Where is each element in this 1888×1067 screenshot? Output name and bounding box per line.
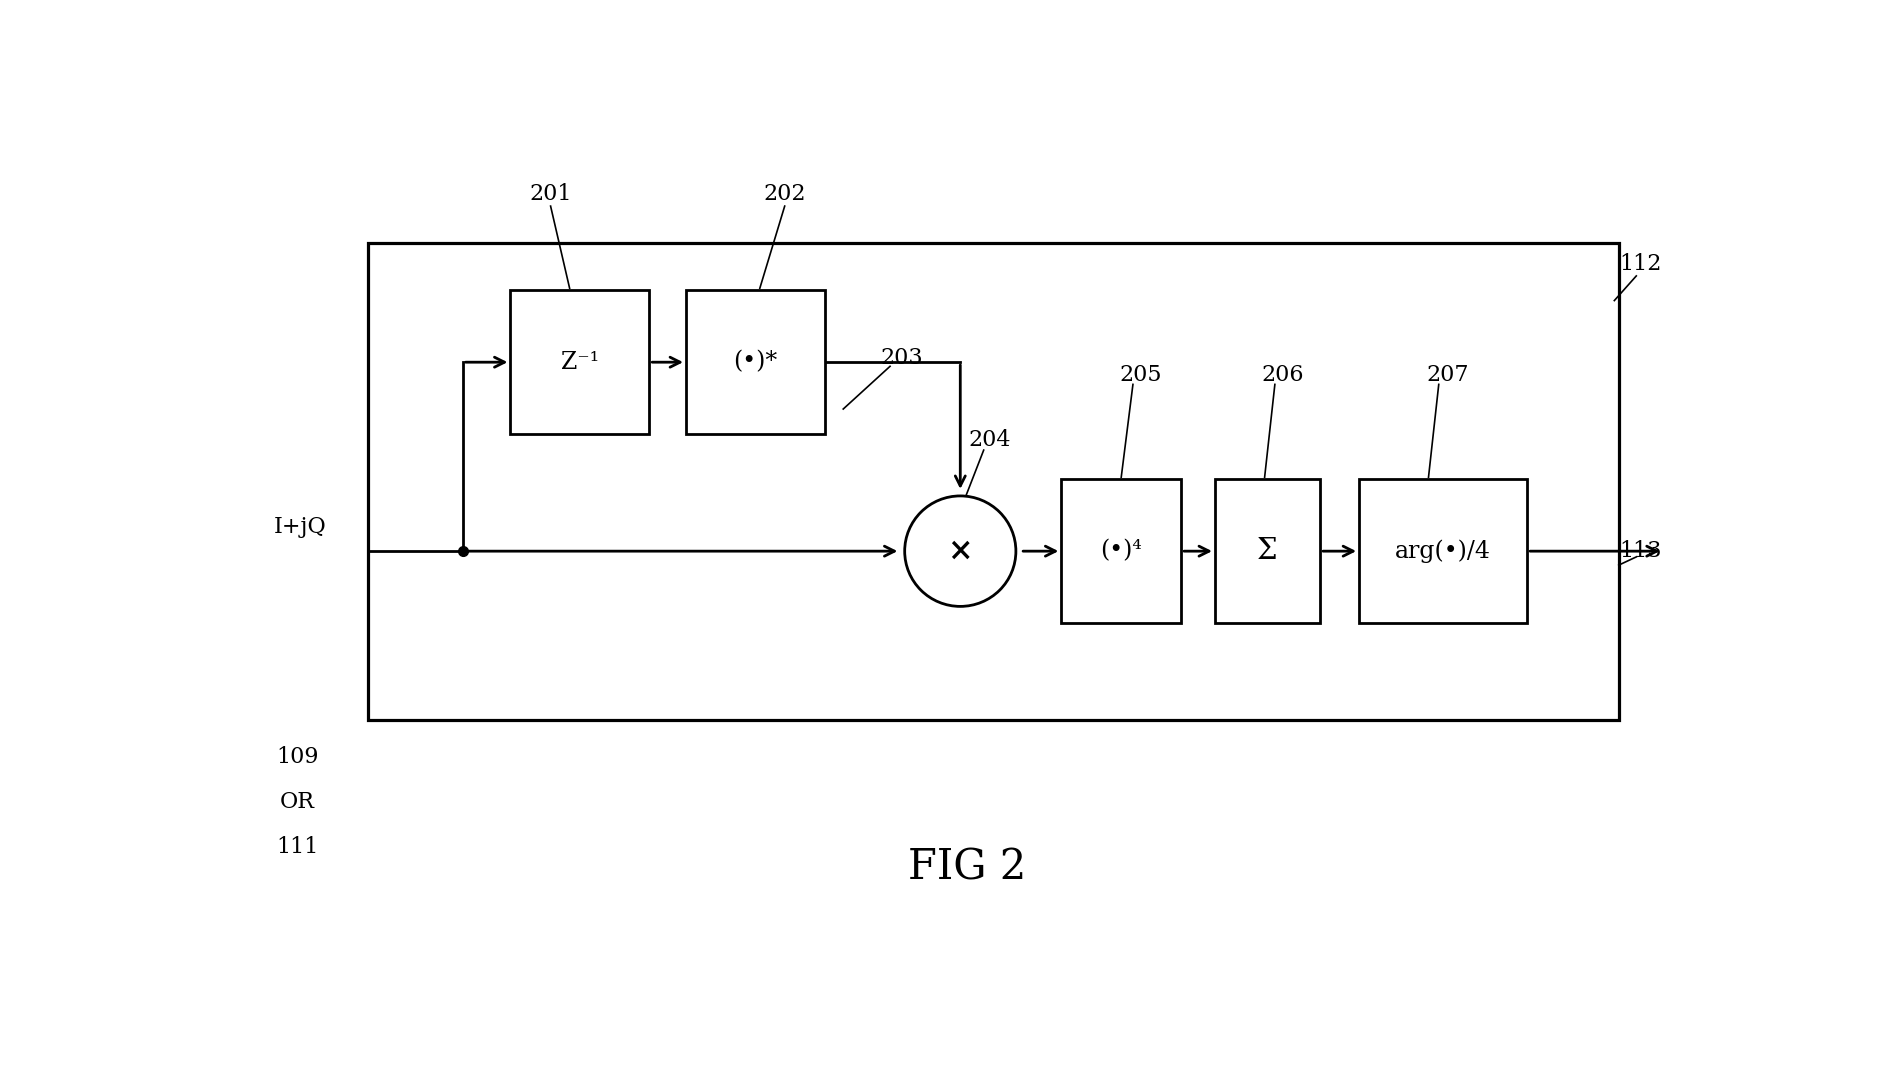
Text: (•)*: (•)* (733, 351, 778, 373)
Text: arg(•)/4: arg(•)/4 (1395, 540, 1492, 563)
Text: 113: 113 (1620, 540, 1661, 562)
FancyBboxPatch shape (510, 290, 649, 434)
FancyBboxPatch shape (1061, 479, 1182, 623)
Text: 206: 206 (1261, 364, 1303, 385)
Ellipse shape (904, 496, 1016, 606)
Text: 205: 205 (1120, 364, 1161, 385)
Text: 111: 111 (276, 835, 319, 858)
Text: OR: OR (279, 791, 315, 813)
Text: 112: 112 (1620, 253, 1661, 274)
FancyBboxPatch shape (685, 290, 825, 434)
Text: 201: 201 (529, 182, 572, 205)
FancyBboxPatch shape (1214, 479, 1320, 623)
Text: (•)⁴: (•)⁴ (1101, 540, 1142, 562)
Text: Σ: Σ (1257, 537, 1278, 566)
Text: I+jQ: I+jQ (274, 515, 327, 538)
Text: 204: 204 (969, 429, 1010, 451)
Text: 109: 109 (276, 746, 319, 767)
Text: ×: × (948, 536, 972, 567)
FancyBboxPatch shape (368, 243, 1618, 719)
Text: 202: 202 (763, 182, 806, 205)
Text: Z⁻¹: Z⁻¹ (561, 351, 598, 373)
FancyBboxPatch shape (1359, 479, 1527, 623)
Text: FIG 2: FIG 2 (908, 846, 1027, 889)
Text: 203: 203 (880, 347, 923, 369)
Text: 207: 207 (1425, 364, 1469, 385)
